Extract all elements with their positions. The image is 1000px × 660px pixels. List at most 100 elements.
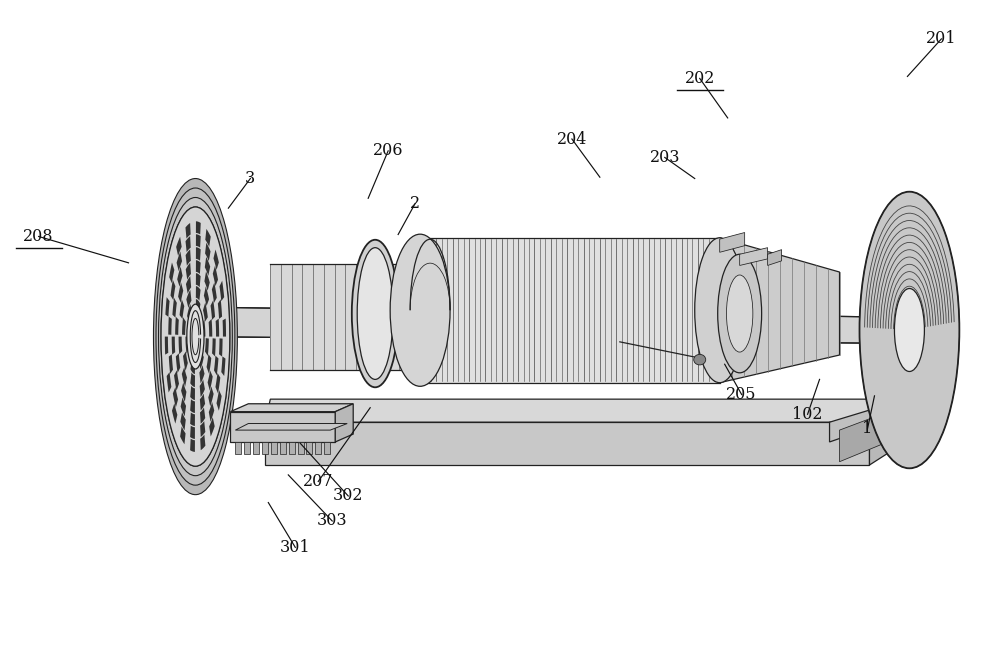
- Ellipse shape: [894, 288, 924, 372]
- Polygon shape: [324, 442, 330, 454]
- Polygon shape: [200, 407, 205, 424]
- Polygon shape: [190, 386, 195, 400]
- Polygon shape: [172, 337, 175, 354]
- Polygon shape: [196, 248, 201, 261]
- Polygon shape: [215, 373, 220, 393]
- Ellipse shape: [890, 277, 929, 383]
- Ellipse shape: [896, 292, 923, 368]
- Polygon shape: [167, 372, 171, 393]
- Ellipse shape: [156, 188, 235, 485]
- Polygon shape: [190, 359, 195, 374]
- Ellipse shape: [718, 254, 762, 373]
- Polygon shape: [200, 393, 205, 411]
- Text: 202: 202: [685, 70, 715, 87]
- Polygon shape: [181, 397, 186, 416]
- Polygon shape: [196, 234, 201, 248]
- Polygon shape: [180, 299, 184, 319]
- Polygon shape: [169, 263, 174, 283]
- Polygon shape: [196, 260, 201, 274]
- Polygon shape: [230, 412, 335, 442]
- Polygon shape: [190, 412, 195, 426]
- Ellipse shape: [887, 269, 932, 391]
- Polygon shape: [218, 299, 222, 319]
- Text: 301: 301: [280, 539, 311, 556]
- Text: 205: 205: [726, 386, 757, 403]
- Polygon shape: [235, 442, 241, 454]
- Polygon shape: [199, 350, 204, 369]
- Polygon shape: [176, 237, 182, 256]
- Ellipse shape: [871, 222, 948, 438]
- Polygon shape: [196, 299, 200, 314]
- Ellipse shape: [860, 191, 959, 469]
- Polygon shape: [205, 338, 209, 356]
- Polygon shape: [720, 232, 745, 252]
- Text: 2: 2: [410, 195, 420, 212]
- Polygon shape: [177, 267, 183, 286]
- Polygon shape: [207, 354, 211, 374]
- Polygon shape: [186, 276, 191, 294]
- Ellipse shape: [159, 197, 232, 476]
- Ellipse shape: [879, 246, 940, 414]
- Polygon shape: [289, 442, 295, 454]
- Polygon shape: [190, 426, 195, 439]
- Polygon shape: [187, 304, 192, 323]
- Polygon shape: [200, 421, 205, 437]
- Ellipse shape: [898, 299, 921, 361]
- Polygon shape: [830, 399, 905, 442]
- Text: 102: 102: [792, 406, 823, 423]
- Polygon shape: [335, 404, 353, 442]
- Polygon shape: [186, 263, 191, 280]
- Polygon shape: [203, 302, 208, 321]
- Polygon shape: [190, 307, 869, 343]
- Polygon shape: [174, 370, 179, 391]
- Text: 207: 207: [303, 473, 334, 490]
- Ellipse shape: [907, 322, 912, 338]
- Ellipse shape: [390, 234, 450, 386]
- Polygon shape: [216, 319, 219, 337]
- Polygon shape: [181, 382, 186, 402]
- Polygon shape: [315, 442, 321, 454]
- Polygon shape: [270, 264, 420, 370]
- Polygon shape: [211, 300, 215, 320]
- Ellipse shape: [865, 207, 954, 453]
- Polygon shape: [306, 442, 312, 454]
- Polygon shape: [768, 249, 782, 265]
- Text: 303: 303: [317, 513, 348, 529]
- Polygon shape: [176, 353, 180, 373]
- Polygon shape: [173, 387, 178, 408]
- Polygon shape: [265, 422, 869, 465]
- Polygon shape: [235, 424, 347, 430]
- Polygon shape: [204, 271, 210, 291]
- Polygon shape: [186, 236, 191, 252]
- Polygon shape: [172, 298, 177, 317]
- Ellipse shape: [882, 253, 937, 407]
- Polygon shape: [185, 337, 189, 354]
- Polygon shape: [213, 249, 219, 270]
- Text: 204: 204: [557, 131, 587, 147]
- Ellipse shape: [726, 275, 753, 352]
- Polygon shape: [190, 399, 195, 413]
- Polygon shape: [244, 442, 250, 454]
- Polygon shape: [200, 379, 205, 397]
- Polygon shape: [204, 286, 209, 306]
- Ellipse shape: [884, 261, 934, 399]
- Text: 302: 302: [333, 488, 363, 504]
- Polygon shape: [169, 354, 173, 374]
- Text: 208: 208: [23, 228, 54, 245]
- Polygon shape: [178, 282, 183, 303]
- Text: 206: 206: [373, 143, 403, 159]
- Polygon shape: [196, 286, 201, 301]
- Polygon shape: [182, 367, 187, 387]
- Polygon shape: [183, 352, 188, 371]
- Ellipse shape: [868, 214, 951, 446]
- Polygon shape: [219, 339, 223, 356]
- Polygon shape: [196, 221, 201, 234]
- Ellipse shape: [893, 284, 926, 376]
- Ellipse shape: [876, 238, 943, 422]
- Polygon shape: [280, 442, 286, 454]
- Polygon shape: [221, 356, 225, 376]
- Polygon shape: [298, 442, 304, 454]
- Polygon shape: [165, 297, 170, 317]
- Polygon shape: [253, 442, 259, 454]
- Polygon shape: [165, 337, 168, 354]
